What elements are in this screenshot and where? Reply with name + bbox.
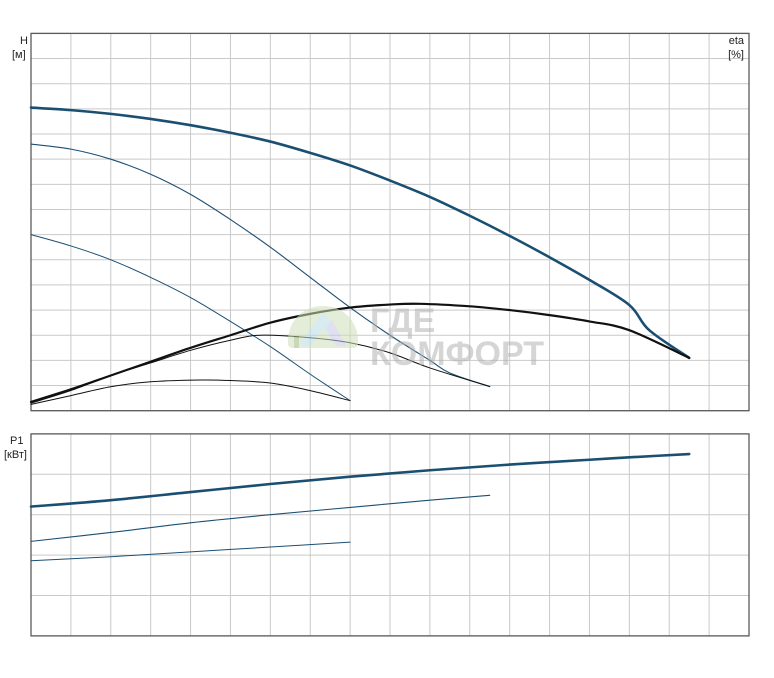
svg-text:[м]: [м]	[12, 49, 26, 61]
svg-text:[кВт]: [кВт]	[4, 449, 27, 461]
svg-text:P1: P1	[10, 435, 23, 447]
svg-text:КОМФОРТ: КОМФОРТ	[370, 335, 544, 373]
svg-text:[%]: [%]	[728, 49, 744, 61]
svg-text:eta: eta	[729, 35, 745, 47]
svg-text:H: H	[20, 35, 28, 47]
